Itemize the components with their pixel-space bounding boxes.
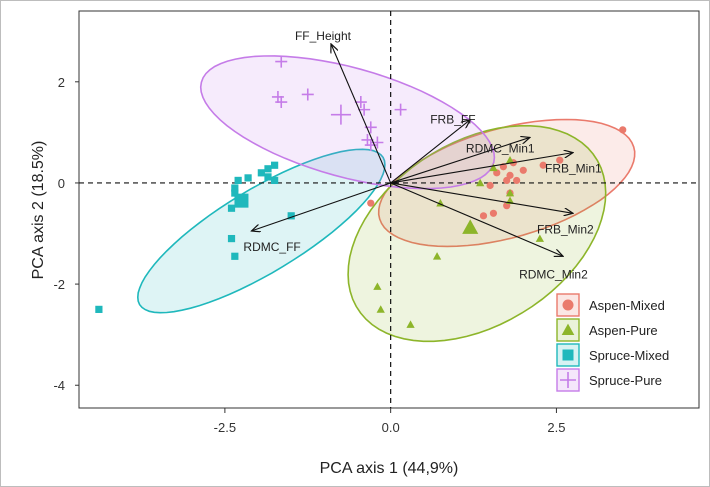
- point-aspen-pure-8: [432, 252, 442, 260]
- y-tick-label: -4: [53, 378, 65, 393]
- legend-marker-spruce-mixed: [562, 349, 574, 361]
- point-aspen-mixed-13: [539, 161, 547, 169]
- loading-label-ff-height: FF_Height: [295, 29, 352, 43]
- loading-vector-rdmc-ff: [251, 182, 391, 231]
- point-aspen-pure-11: [406, 320, 415, 328]
- point-spruce-mixed-2: [244, 174, 252, 182]
- point-spruce-pure-1: [275, 55, 288, 68]
- loading-label-frb-ff: FRB_FF: [430, 113, 475, 127]
- point-spruce-pure-5: [354, 96, 367, 109]
- x-tick-label: -2.5: [214, 420, 236, 435]
- point-spruce-mixed-3: [257, 169, 265, 177]
- point-aspen-mixed-15: [619, 126, 627, 134]
- centroid-aspen-pure: [462, 219, 479, 234]
- ellipse-spruce-mixed: [136, 148, 386, 314]
- legend-marker-spruce-pure: [560, 372, 576, 388]
- loading-vector-rdmc-min1: [390, 137, 530, 184]
- point-aspen-mixed-6: [486, 181, 494, 190]
- point-aspen-mixed-14: [556, 156, 564, 164]
- point-spruce-mixed-14: [95, 305, 103, 313]
- centroid-spruce-mixed: [234, 193, 249, 208]
- axes: -2.5 0.0 2.5 2 0 -2 -4: [53, 75, 565, 435]
- legend: Aspen-Mixed Aspen-Pure Spruce-Mixed Spruce-…: [556, 293, 669, 392]
- loading-vector-rdmc-min2: [390, 182, 563, 256]
- legend-label-spruce-pure: Spruce-Pure: [589, 373, 662, 388]
- x-axis-title: PCA axis 1 (44,9%): [320, 460, 459, 477]
- point-aspen-pure-9: [373, 282, 382, 290]
- y-tick-label: 0: [58, 176, 65, 191]
- point-spruce-mixed-12: [231, 252, 239, 260]
- point-spruce-mixed-5: [271, 161, 279, 169]
- point-aspen-mixed-16: [367, 199, 375, 207]
- point-aspen-pure-10: [376, 305, 385, 313]
- loading-vectors: FF_Height FRB_FF RDMC_Min1 FRB_Min1 FRB_Min2…: [243, 29, 602, 281]
- point-spruce-mixed-7: [271, 176, 279, 185]
- legend-label-aspen-mixed: Aspen-Mixed: [589, 298, 665, 313]
- point-spruce-pure-6: [358, 103, 371, 116]
- loading-label-rdmc-min2: RDMC_Min2: [519, 267, 588, 281]
- point-aspen-mixed-10: [479, 212, 488, 220]
- centroid-spruce-pure: [330, 104, 351, 125]
- y-axis-title: PCA axis 2 (18.5%): [30, 141, 47, 280]
- point-aspen-pure-3: [505, 188, 515, 197]
- data-points: [95, 55, 627, 328]
- point-spruce-mixed-1: [234, 176, 242, 185]
- point-aspen-pure-7: [535, 234, 544, 242]
- loading-vector-ff-height: [331, 44, 392, 184]
- legend-marker-aspen-pure: [561, 323, 575, 336]
- point-aspen-mixed-11: [513, 176, 521, 185]
- x-tick-label: 0.0: [382, 420, 400, 435]
- point-aspen-mixed-4: [503, 176, 511, 185]
- loading-label-frb-min2: FRB_Min2: [537, 222, 594, 236]
- legend-marker-aspen-mixed: [562, 299, 574, 311]
- point-spruce-mixed-8: [231, 184, 239, 192]
- loading-label-rdmc-ff: RDMC_FF: [243, 240, 300, 254]
- x-tick-label: 2.5: [547, 420, 565, 435]
- point-aspen-mixed-12: [519, 166, 527, 174]
- point-spruce-pure-4: [301, 88, 314, 101]
- point-spruce-pure-3: [275, 96, 288, 109]
- point-aspen-pure-12: [505, 156, 515, 164]
- point-aspen-pure-1: [489, 163, 498, 172]
- loading-label-rdmc-min1: RDMC_Min1: [466, 141, 535, 155]
- loading-vector-frb-ff: [390, 120, 471, 184]
- point-spruce-pure-10: [394, 103, 407, 116]
- point-aspen-mixed-9: [489, 209, 498, 217]
- point-spruce-mixed-11: [227, 234, 236, 243]
- loading-vector-frb-min2: [390, 182, 573, 213]
- loading-vector-frb-min1: [390, 153, 573, 184]
- y-tick-label: 2: [58, 75, 65, 90]
- legend-label-spruce-mixed: Spruce-Mixed: [589, 348, 669, 363]
- point-spruce-mixed-9: [231, 189, 239, 197]
- point-spruce-mixed-4: [264, 173, 272, 181]
- plot-area-border: [78, 10, 700, 409]
- legend-label-aspen-pure: Aspen-Pure: [589, 323, 658, 338]
- point-spruce-mixed-13: [287, 212, 295, 220]
- point-spruce-mixed-10: [227, 204, 236, 212]
- y-tick-label: -2: [53, 277, 65, 292]
- ellipse-spruce-pure: [199, 55, 496, 190]
- point-spruce-mixed-6: [264, 165, 272, 173]
- point-aspen-pure-2: [476, 178, 485, 187]
- loading-label-frb-min1: FRB_Min1: [545, 162, 602, 176]
